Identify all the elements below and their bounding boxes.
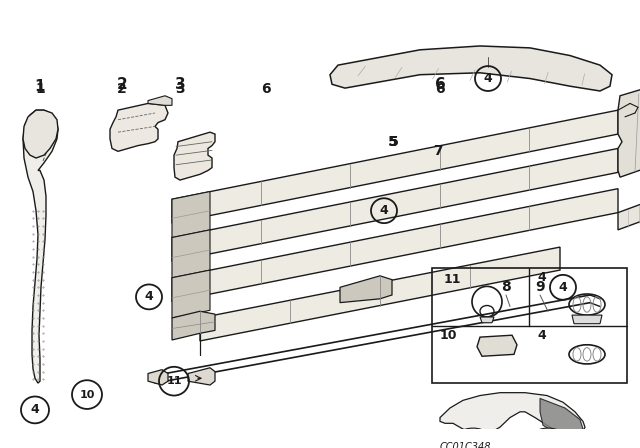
Text: 5: 5 <box>389 135 399 149</box>
Text: 4: 4 <box>484 72 492 85</box>
Text: 5: 5 <box>389 135 399 149</box>
Polygon shape <box>480 317 494 323</box>
Text: CC01C348: CC01C348 <box>440 442 492 448</box>
Text: 2: 2 <box>116 77 127 92</box>
Text: 4: 4 <box>537 271 546 284</box>
Text: 9: 9 <box>535 280 545 294</box>
Polygon shape <box>618 146 640 230</box>
Polygon shape <box>172 189 618 302</box>
Text: 5: 5 <box>388 135 398 149</box>
Text: 4: 4 <box>559 281 568 294</box>
Polygon shape <box>23 110 58 158</box>
Polygon shape <box>172 192 210 237</box>
Text: 6: 6 <box>435 82 445 96</box>
Polygon shape <box>148 96 172 105</box>
Polygon shape <box>188 368 215 385</box>
Text: 4: 4 <box>31 403 40 416</box>
Polygon shape <box>477 335 517 356</box>
Text: 8: 8 <box>501 280 511 294</box>
Text: 6: 6 <box>261 82 271 96</box>
Bar <box>432 268 627 383</box>
Text: 1: 1 <box>35 79 45 94</box>
Polygon shape <box>172 110 618 223</box>
Ellipse shape <box>536 428 560 438</box>
Polygon shape <box>172 230 210 278</box>
Text: 6: 6 <box>435 77 445 92</box>
Polygon shape <box>200 247 560 341</box>
Polygon shape <box>440 392 585 433</box>
Polygon shape <box>618 82 640 177</box>
Polygon shape <box>330 46 612 91</box>
Polygon shape <box>23 110 58 383</box>
Polygon shape <box>172 148 618 262</box>
Polygon shape <box>148 370 168 385</box>
Polygon shape <box>172 270 210 318</box>
Text: 4: 4 <box>537 329 546 342</box>
Text: 7: 7 <box>433 144 443 158</box>
Polygon shape <box>110 103 168 151</box>
Text: 4: 4 <box>380 204 388 217</box>
Text: 10: 10 <box>440 329 458 342</box>
Text: 10: 10 <box>79 390 95 400</box>
Text: 4: 4 <box>145 290 154 303</box>
Text: 11: 11 <box>444 273 461 286</box>
Text: 1: 1 <box>35 82 45 96</box>
Polygon shape <box>340 276 392 303</box>
Text: 3: 3 <box>175 82 185 96</box>
Ellipse shape <box>461 428 485 438</box>
Polygon shape <box>172 311 215 340</box>
Polygon shape <box>174 132 215 180</box>
Text: 2: 2 <box>117 82 127 96</box>
Text: 3: 3 <box>175 77 186 92</box>
Polygon shape <box>572 315 602 324</box>
Text: 11: 11 <box>166 376 182 386</box>
Polygon shape <box>540 398 583 433</box>
